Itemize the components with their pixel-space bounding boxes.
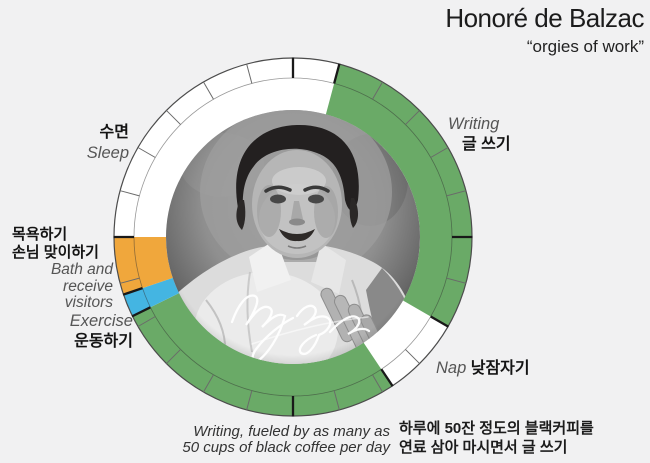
header: Honoré de Balzac “orgies of work” (445, 3, 644, 57)
label-exercise: Exercise 운동하기 (70, 311, 133, 352)
label-sleep-en: Sleep (86, 144, 129, 162)
label-nap: Nap 낮잠자기 (436, 358, 530, 379)
label-writing: Writing 글 쓰기 (448, 114, 511, 155)
balzac-signature (230, 294, 371, 363)
label-bath-en-1: Bath and (50, 261, 113, 278)
page-subtitle: “orgies of work” (526, 37, 644, 56)
label-bath-ko-1: 목욕하기 (12, 226, 68, 243)
label-bath: 목욕하기 손님 맞이하기 Bath and receive visitors (12, 226, 113, 312)
label-exercise-en: Exercise (69, 312, 133, 330)
caption-ko-line2: 연료 삼아 마시면서 글 쓰기 (399, 438, 568, 456)
caption-en-line1: Writing, fueled by as many as (193, 423, 390, 440)
caption-korean: 하루에 50잔 정도의 블랙커피를 연료 삼아 마시면서 글 쓰기 (399, 420, 594, 457)
label-sleep: 수면 Sleep (87, 123, 129, 164)
label-bath-en-2: receive visitors (63, 277, 113, 311)
page-title: Honoré de Balzac (445, 3, 644, 33)
label-bath-ko-2: 손님 맞이하기 (12, 244, 99, 261)
label-nap-ko: 낮잠자기 (470, 360, 530, 377)
label-exercise-ko: 운동하기 (74, 333, 133, 350)
label-writing-en: Writing (448, 115, 500, 133)
caption-ko-line1: 하루에 50잔 정도의 블랙커피를 (399, 420, 594, 437)
label-writing-ko: 글 쓰기 (462, 136, 511, 153)
caption-english: Writing, fueled by as many as 50 cups of… (182, 424, 390, 455)
caption-en-line2: 50 cups of black coffee per day (182, 438, 390, 456)
label-sleep-ko: 수면 (99, 124, 129, 141)
label-nap-en: Nap (436, 359, 467, 377)
